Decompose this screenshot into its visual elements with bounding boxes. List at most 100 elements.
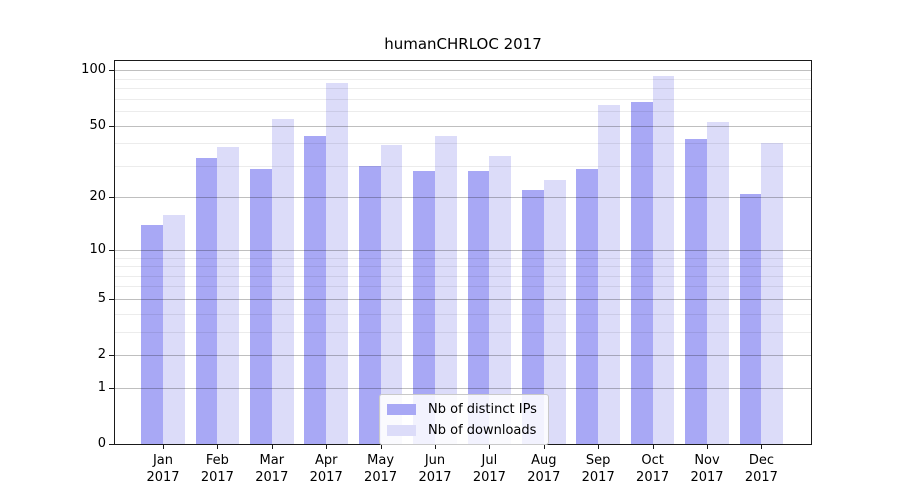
- x-tick-year: 2017: [255, 470, 289, 485]
- gridline-minor-8: [115, 266, 811, 267]
- x-tick-mark-jan: [163, 445, 164, 449]
- bar-distinct-ips-apr: [304, 135, 327, 444]
- gridline-minor-7: [115, 275, 811, 277]
- x-tick-year: 2017: [527, 470, 561, 485]
- x-tick-month: May: [367, 453, 395, 468]
- x-tick-year: 2017: [744, 470, 778, 485]
- x-tick-year: 2017: [418, 470, 452, 485]
- y-tick-mark-0: [109, 444, 114, 445]
- bar-distinct-ips-feb: [195, 158, 218, 444]
- bar-distinct-ips-oct: [630, 102, 653, 444]
- x-tick-year: 2017: [636, 470, 670, 485]
- bar-downloads-jan: [163, 214, 185, 444]
- x-tick-label-mar: Mar 2017: [241, 452, 303, 486]
- bar-distinct-ips-may: [358, 165, 381, 444]
- gridline-major-50: [115, 125, 811, 127]
- gridline-minor-9: [115, 257, 811, 259]
- x-tick-month: Oct: [641, 453, 664, 468]
- gridline-minor-3: [115, 331, 811, 333]
- x-tick-label-jan: Jan 2017: [132, 452, 194, 486]
- x-tick-month: Sep: [585, 453, 611, 468]
- y-tick-label-20: 20: [89, 189, 106, 205]
- bar-distinct-ips-jun: [413, 171, 435, 444]
- plot-area: Nb of distinct IPs Nb of downloads: [114, 60, 812, 445]
- gridline-minor-70: [115, 98, 811, 100]
- bar-distinct-ips-aug: [522, 190, 544, 444]
- y-tick-mark-50: [109, 125, 114, 127]
- x-tick-year: 2017: [200, 470, 234, 485]
- x-tick-label-jun: Jun 2017: [404, 452, 466, 486]
- bar-distinct-ips-dec: [739, 193, 762, 444]
- x-tick-month: Jan: [152, 453, 174, 468]
- bar-downloads-feb: [217, 147, 240, 444]
- bar-downloads-mar: [271, 119, 294, 444]
- x-tick-year: 2017: [581, 470, 615, 485]
- y-tick-mark-1: [109, 387, 114, 389]
- gridline-minor-6: [115, 286, 811, 288]
- x-tick-mark-jun: [435, 445, 436, 449]
- x-tick-year: 2017: [146, 470, 180, 485]
- legend: Nb of distinct IPs Nb of downloads: [379, 394, 549, 445]
- gridline-minor-60: [115, 111, 811, 112]
- bars-layer: [115, 61, 811, 444]
- bar-distinct-ips-jul: [467, 171, 490, 444]
- legend-label-downloads: Nb of downloads: [428, 422, 537, 438]
- x-tick-mark-may: [380, 445, 382, 449]
- x-tick-label-aug: Aug 2017: [513, 452, 575, 486]
- y-tick-label-100: 100: [81, 62, 106, 78]
- x-tick-mark-jul: [489, 445, 491, 449]
- x-tick-month: Aug: [531, 453, 557, 468]
- bar-distinct-ips-nov: [685, 139, 707, 444]
- y-tick-label-5: 5: [97, 290, 106, 306]
- x-tick-mark-nov: [707, 445, 708, 449]
- x-tick-label-feb: Feb 2017: [186, 452, 248, 486]
- bar-downloads-sep: [598, 104, 620, 444]
- y-tick-label-1: 1: [97, 379, 106, 395]
- x-tick-mark-aug: [543, 445, 545, 449]
- x-tick-year: 2017: [690, 470, 724, 485]
- x-tick-label-oct: Oct 2017: [622, 452, 684, 486]
- gridline-minor-40: [115, 143, 811, 145]
- gridline-major-5: [115, 298, 811, 300]
- x-tick-label-jul: Jul 2017: [458, 452, 520, 486]
- bar-downloads-nov: [707, 122, 729, 444]
- y-tick-mark-100: [109, 70, 114, 72]
- x-tick-label-may: May 2017: [350, 452, 412, 486]
- x-tick-mark-apr: [326, 445, 328, 449]
- x-tick-year: 2017: [364, 470, 398, 485]
- gridline-minor-90: [115, 78, 811, 80]
- y-tick-label-0: 0: [97, 436, 106, 451]
- x-tick-month: Dec: [748, 453, 774, 468]
- x-tick-month: Apr: [314, 453, 338, 468]
- bar-distinct-ips-jan: [141, 224, 163, 444]
- gridline-major-2: [115, 355, 811, 356]
- gridline-major-10: [115, 249, 811, 251]
- x-tick-mark-sep: [598, 445, 600, 449]
- bar-distinct-ips-mar: [250, 168, 272, 444]
- legend-swatch-downloads: [387, 424, 416, 436]
- bar-downloads-jul: [489, 156, 512, 444]
- y-tick-mark-2: [109, 355, 114, 356]
- bar-distinct-ips-sep: [576, 168, 599, 444]
- bar-downloads-aug: [543, 180, 566, 444]
- gridline-minor-30: [115, 165, 811, 167]
- x-tick-month: Mar: [259, 453, 285, 468]
- x-tick-month: Nov: [694, 453, 720, 468]
- x-tick-label-sep: Sep 2017: [567, 452, 629, 486]
- y-tick-label-50: 50: [89, 117, 106, 133]
- legend-swatch-distinct-ips: [387, 403, 416, 415]
- x-tick-mark-dec: [761, 445, 763, 449]
- gridline-major-1: [115, 387, 811, 389]
- legend-item-downloads: Nb of downloads: [387, 421, 537, 439]
- y-tick-label-10: 10: [89, 241, 106, 257]
- bar-downloads-oct: [652, 76, 675, 444]
- y-tick-mark-5: [109, 298, 114, 300]
- gridline-minor-80: [115, 88, 811, 89]
- y-tick-label-2: 2: [97, 347, 106, 362]
- x-tick-mark-feb: [217, 445, 219, 449]
- x-tick-mark-mar: [271, 445, 273, 449]
- x-tick-label-dec: Dec 2017: [730, 452, 792, 486]
- bar-downloads-jun: [435, 135, 457, 444]
- x-tick-label-nov: Nov 2017: [676, 452, 738, 486]
